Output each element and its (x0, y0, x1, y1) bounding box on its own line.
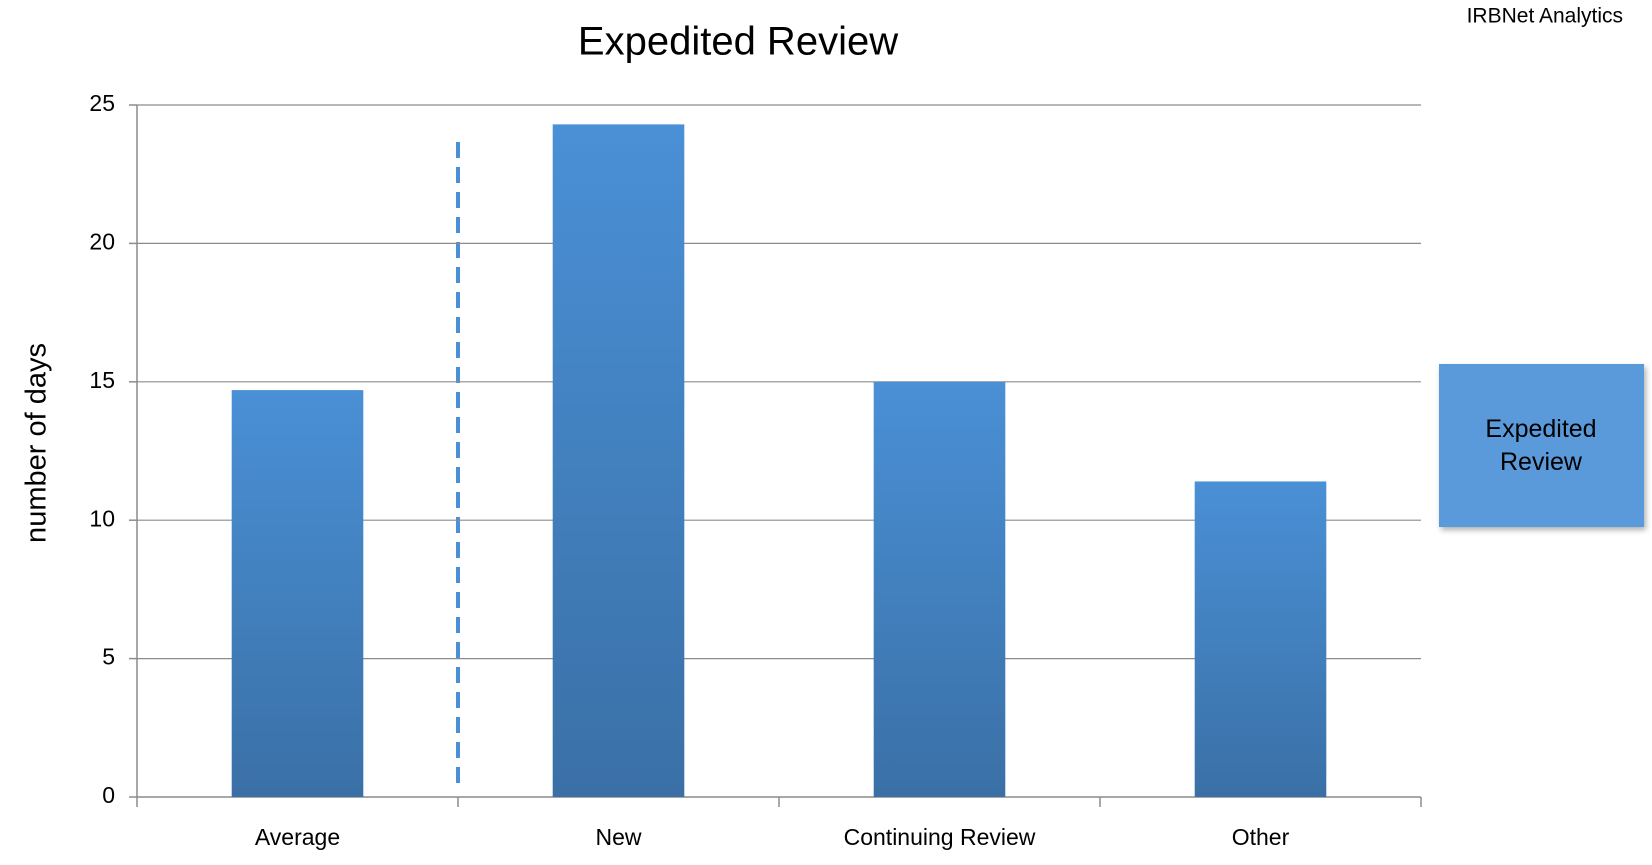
y-tick-label: 5 (102, 644, 115, 670)
legend-box (1439, 364, 1644, 527)
y-tick-label: 15 (89, 367, 115, 393)
y-tick-label: 20 (89, 228, 115, 254)
chart-title: Expedited Review (578, 20, 898, 64)
x-tick-label: New (595, 824, 641, 850)
bar (552, 124, 685, 798)
x-tick-label: Other (1232, 824, 1290, 850)
source-label: IRBNet Analytics (1467, 5, 1623, 28)
y-tick-label: 25 (89, 90, 115, 116)
x-tick-label: Average (255, 824, 340, 850)
y-axis-label: number of days (21, 343, 53, 543)
bar (231, 390, 364, 797)
legend-label: Expedited Review (1485, 415, 1596, 476)
x-tick-label: Continuing Review (844, 824, 1036, 850)
y-tick-label: 0 (102, 782, 115, 808)
bar (873, 381, 1006, 797)
y-tick-label: 10 (89, 505, 115, 531)
bar (1194, 481, 1327, 797)
